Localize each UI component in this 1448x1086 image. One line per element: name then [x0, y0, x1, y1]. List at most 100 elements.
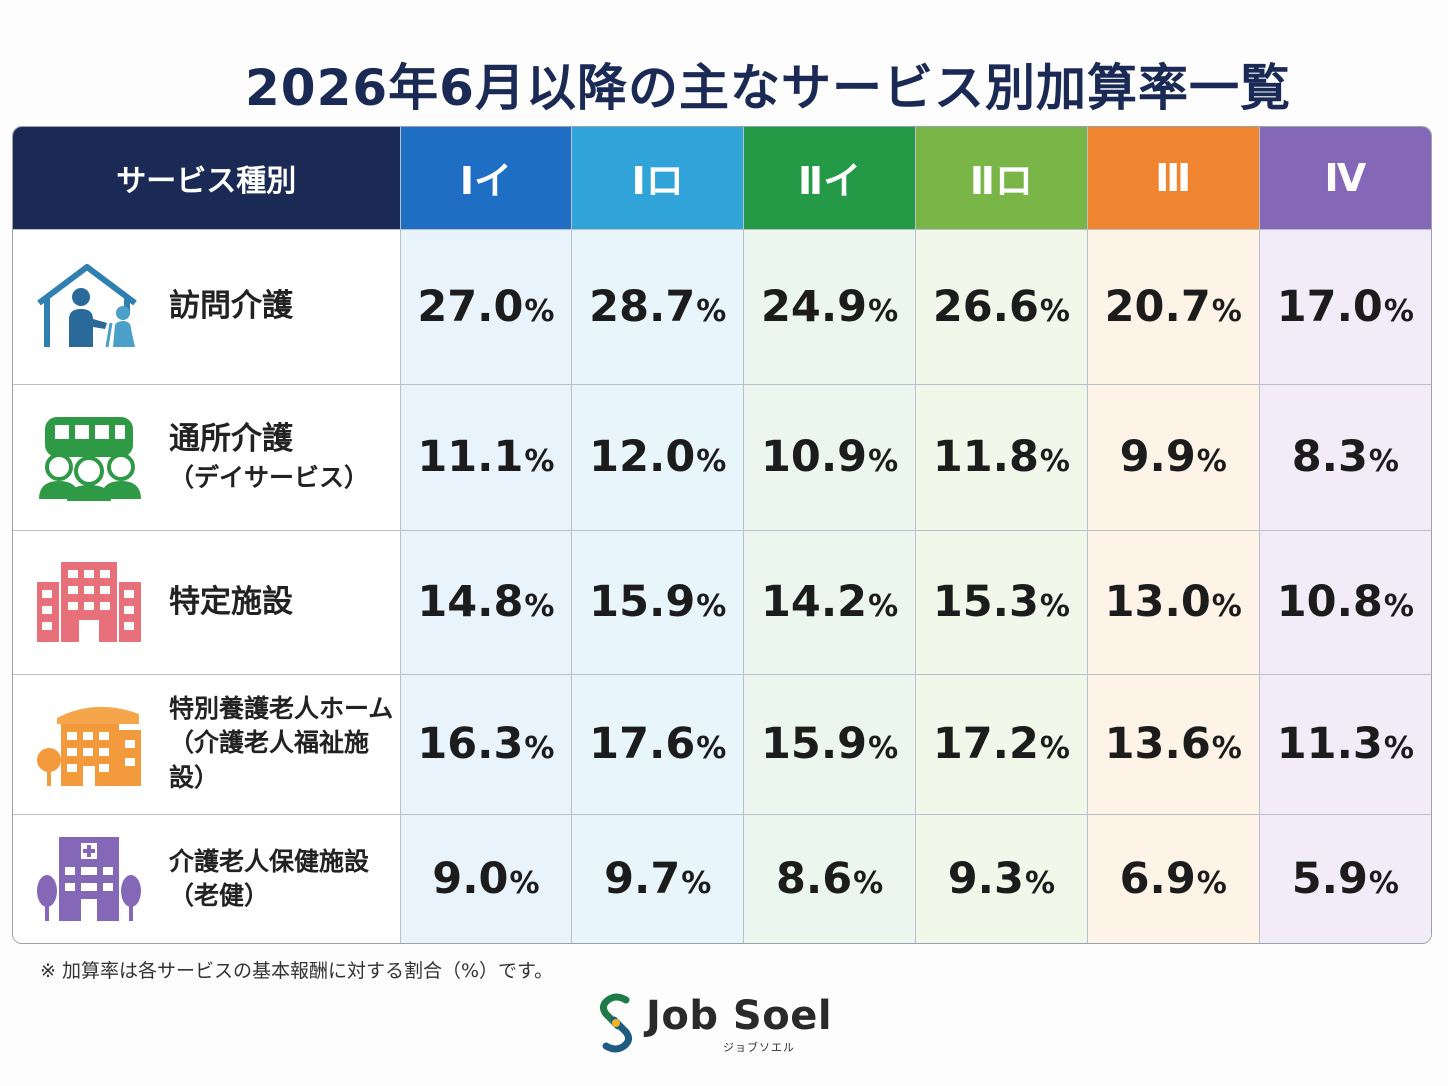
rate-value: 9.9% — [1120, 432, 1227, 482]
rate-number: 13.0 — [1104, 577, 1211, 627]
rate-number: 20.7 — [1104, 281, 1211, 332]
percent-sign: % — [1039, 731, 1070, 766]
rate-cell: 11.1% — [399, 383, 573, 531]
rate-number: 15.3 — [932, 577, 1039, 627]
rate-value: 5.9% — [1292, 854, 1399, 904]
rate-value: 16.3% — [417, 719, 554, 769]
rate-number: 9.3 — [947, 854, 1024, 905]
service-name: 特定施設 — [169, 583, 293, 620]
rate-cell: 11.3% — [1258, 673, 1431, 815]
rate-value: 14.2% — [761, 577, 898, 627]
rate-number: 27.0 — [417, 281, 524, 332]
percent-sign: % — [681, 866, 712, 902]
rate-cell: 28.7% — [571, 228, 745, 385]
rate-number: 8.3 — [1291, 432, 1368, 482]
rate-number: 5.9 — [1291, 854, 1368, 905]
table-row: 通所介護 （デイサービス） 11.1% 12.0% 10.9% 11.8% 9.… — [13, 383, 1431, 531]
column-header-2-ro: Ⅱロ — [914, 127, 1088, 230]
rate-value: 17.0% — [1277, 282, 1414, 332]
rate-number: 10.8 — [1276, 577, 1383, 627]
brand-name: Job Soel — [646, 992, 833, 1039]
service-cell: 訪問介護 — [13, 228, 401, 385]
percent-sign: % — [1039, 444, 1070, 479]
rate-cell: 10.9% — [743, 383, 916, 531]
rate-value: 13.0% — [1105, 577, 1242, 627]
rate-cell: 14.2% — [743, 529, 916, 675]
brand-kana: ジョブソエル — [723, 1040, 796, 1054]
rate-cell: 15.3% — [914, 529, 1088, 675]
percent-sign: % — [868, 293, 899, 329]
rate-value: 8.6% — [776, 854, 883, 904]
column-header-4: Ⅳ — [1258, 127, 1431, 230]
rate-number: 9.0 — [432, 854, 509, 905]
rate-number: 28.7 — [589, 281, 696, 332]
rate-value: 14.8% — [417, 577, 554, 627]
rate-number: 9.7 — [604, 854, 681, 905]
rate-number: 10.9 — [760, 432, 868, 482]
rate-value: 9.0% — [432, 854, 539, 904]
rate-value: 9.7% — [604, 854, 711, 904]
column-header-3: Ⅲ — [1086, 127, 1260, 230]
rate-value: 11.8% — [933, 432, 1070, 482]
health-facility-icon — [35, 833, 143, 925]
rate-cell: 14.8% — [399, 529, 573, 675]
table-row: 特別養護老人ホーム （介護老人福祉施設） 16.3% 17.6% 15.9% 1… — [13, 673, 1431, 815]
table-row: 介護老人保健施設 （老健） 9.0% 9.7% 8.6% 9.3% 6.9% 5… — [13, 813, 1431, 943]
rate-value: 15.9% — [761, 719, 898, 769]
percent-sign: % — [868, 589, 899, 624]
service-cell: 特別養護老人ホーム （介護老人福祉施設） — [13, 673, 401, 815]
service-name: 特別養護老人ホーム — [169, 693, 394, 723]
rate-cell: 17.6% — [571, 673, 745, 815]
footnote: ※ 加算率は各サービスの基本報酬に対する割合（%）です。 — [40, 960, 554, 982]
rate-value: 6.9% — [1120, 854, 1227, 904]
percent-sign: % — [509, 866, 540, 902]
percent-sign: % — [1211, 589, 1242, 624]
page-title: 2026年6月以降の主なサービス別加算率一覧 — [245, 59, 1291, 117]
rate-number: 15.9 — [760, 719, 868, 769]
rate-cell: 24.9% — [743, 228, 916, 385]
rate-cell: 9.3% — [914, 813, 1088, 943]
percent-sign: % — [524, 444, 555, 479]
rate-cell: 6.9% — [1086, 813, 1260, 943]
percent-sign: % — [524, 731, 555, 766]
rate-value: 17.2% — [933, 719, 1070, 769]
percent-sign: % — [1383, 589, 1414, 624]
percent-sign: % — [853, 866, 884, 902]
rate-number: 17.6 — [589, 719, 696, 769]
rate-cell: 26.6% — [914, 228, 1088, 385]
rate-cell: 15.9% — [743, 673, 916, 815]
rate-number: 11.8 — [932, 432, 1039, 482]
column-header-1-i: Ⅰイ — [399, 127, 573, 230]
service-name: 通所介護 — [169, 421, 293, 458]
rate-number: 16.3 — [417, 719, 524, 769]
rate-number: 6.9 — [1119, 854, 1196, 905]
rate-cell: 15.9% — [571, 529, 745, 675]
rate-cell: 16.3% — [399, 673, 573, 815]
rate-value: 12.0% — [589, 432, 726, 482]
rate-cell: 12.0% — [571, 383, 745, 531]
rate-number: 15.9 — [589, 577, 696, 627]
rate-cell: 13.0% — [1086, 529, 1260, 675]
service-subtitle: （デイサービス） — [169, 462, 370, 492]
rate-number: 11.3 — [1276, 719, 1383, 769]
service-type-header: サービス種別 — [13, 127, 401, 230]
rate-value: 11.3% — [1277, 719, 1414, 769]
percent-sign: % — [524, 293, 555, 329]
rate-value: 15.3% — [933, 577, 1070, 627]
rate-number: 14.2 — [760, 577, 868, 627]
percent-sign: % — [1383, 731, 1414, 766]
rate-value: 9.3% — [948, 854, 1055, 904]
service-name: 介護老人保健施設 — [169, 846, 370, 876]
rate-cell: 9.9% — [1086, 383, 1260, 531]
percent-sign: % — [1383, 293, 1414, 329]
percent-sign: % — [1196, 866, 1227, 902]
rate-number: 26.6 — [932, 281, 1039, 332]
rate-value: 20.7% — [1105, 282, 1242, 332]
percent-sign: % — [1039, 293, 1070, 329]
service-subtitle: （介護老人福祉施設） — [169, 728, 370, 793]
percent-sign: % — [696, 444, 727, 479]
percent-sign: % — [524, 589, 555, 624]
rate-value: 26.6% — [933, 282, 1070, 332]
percent-sign: % — [1211, 293, 1242, 329]
percent-sign: % — [868, 444, 899, 479]
